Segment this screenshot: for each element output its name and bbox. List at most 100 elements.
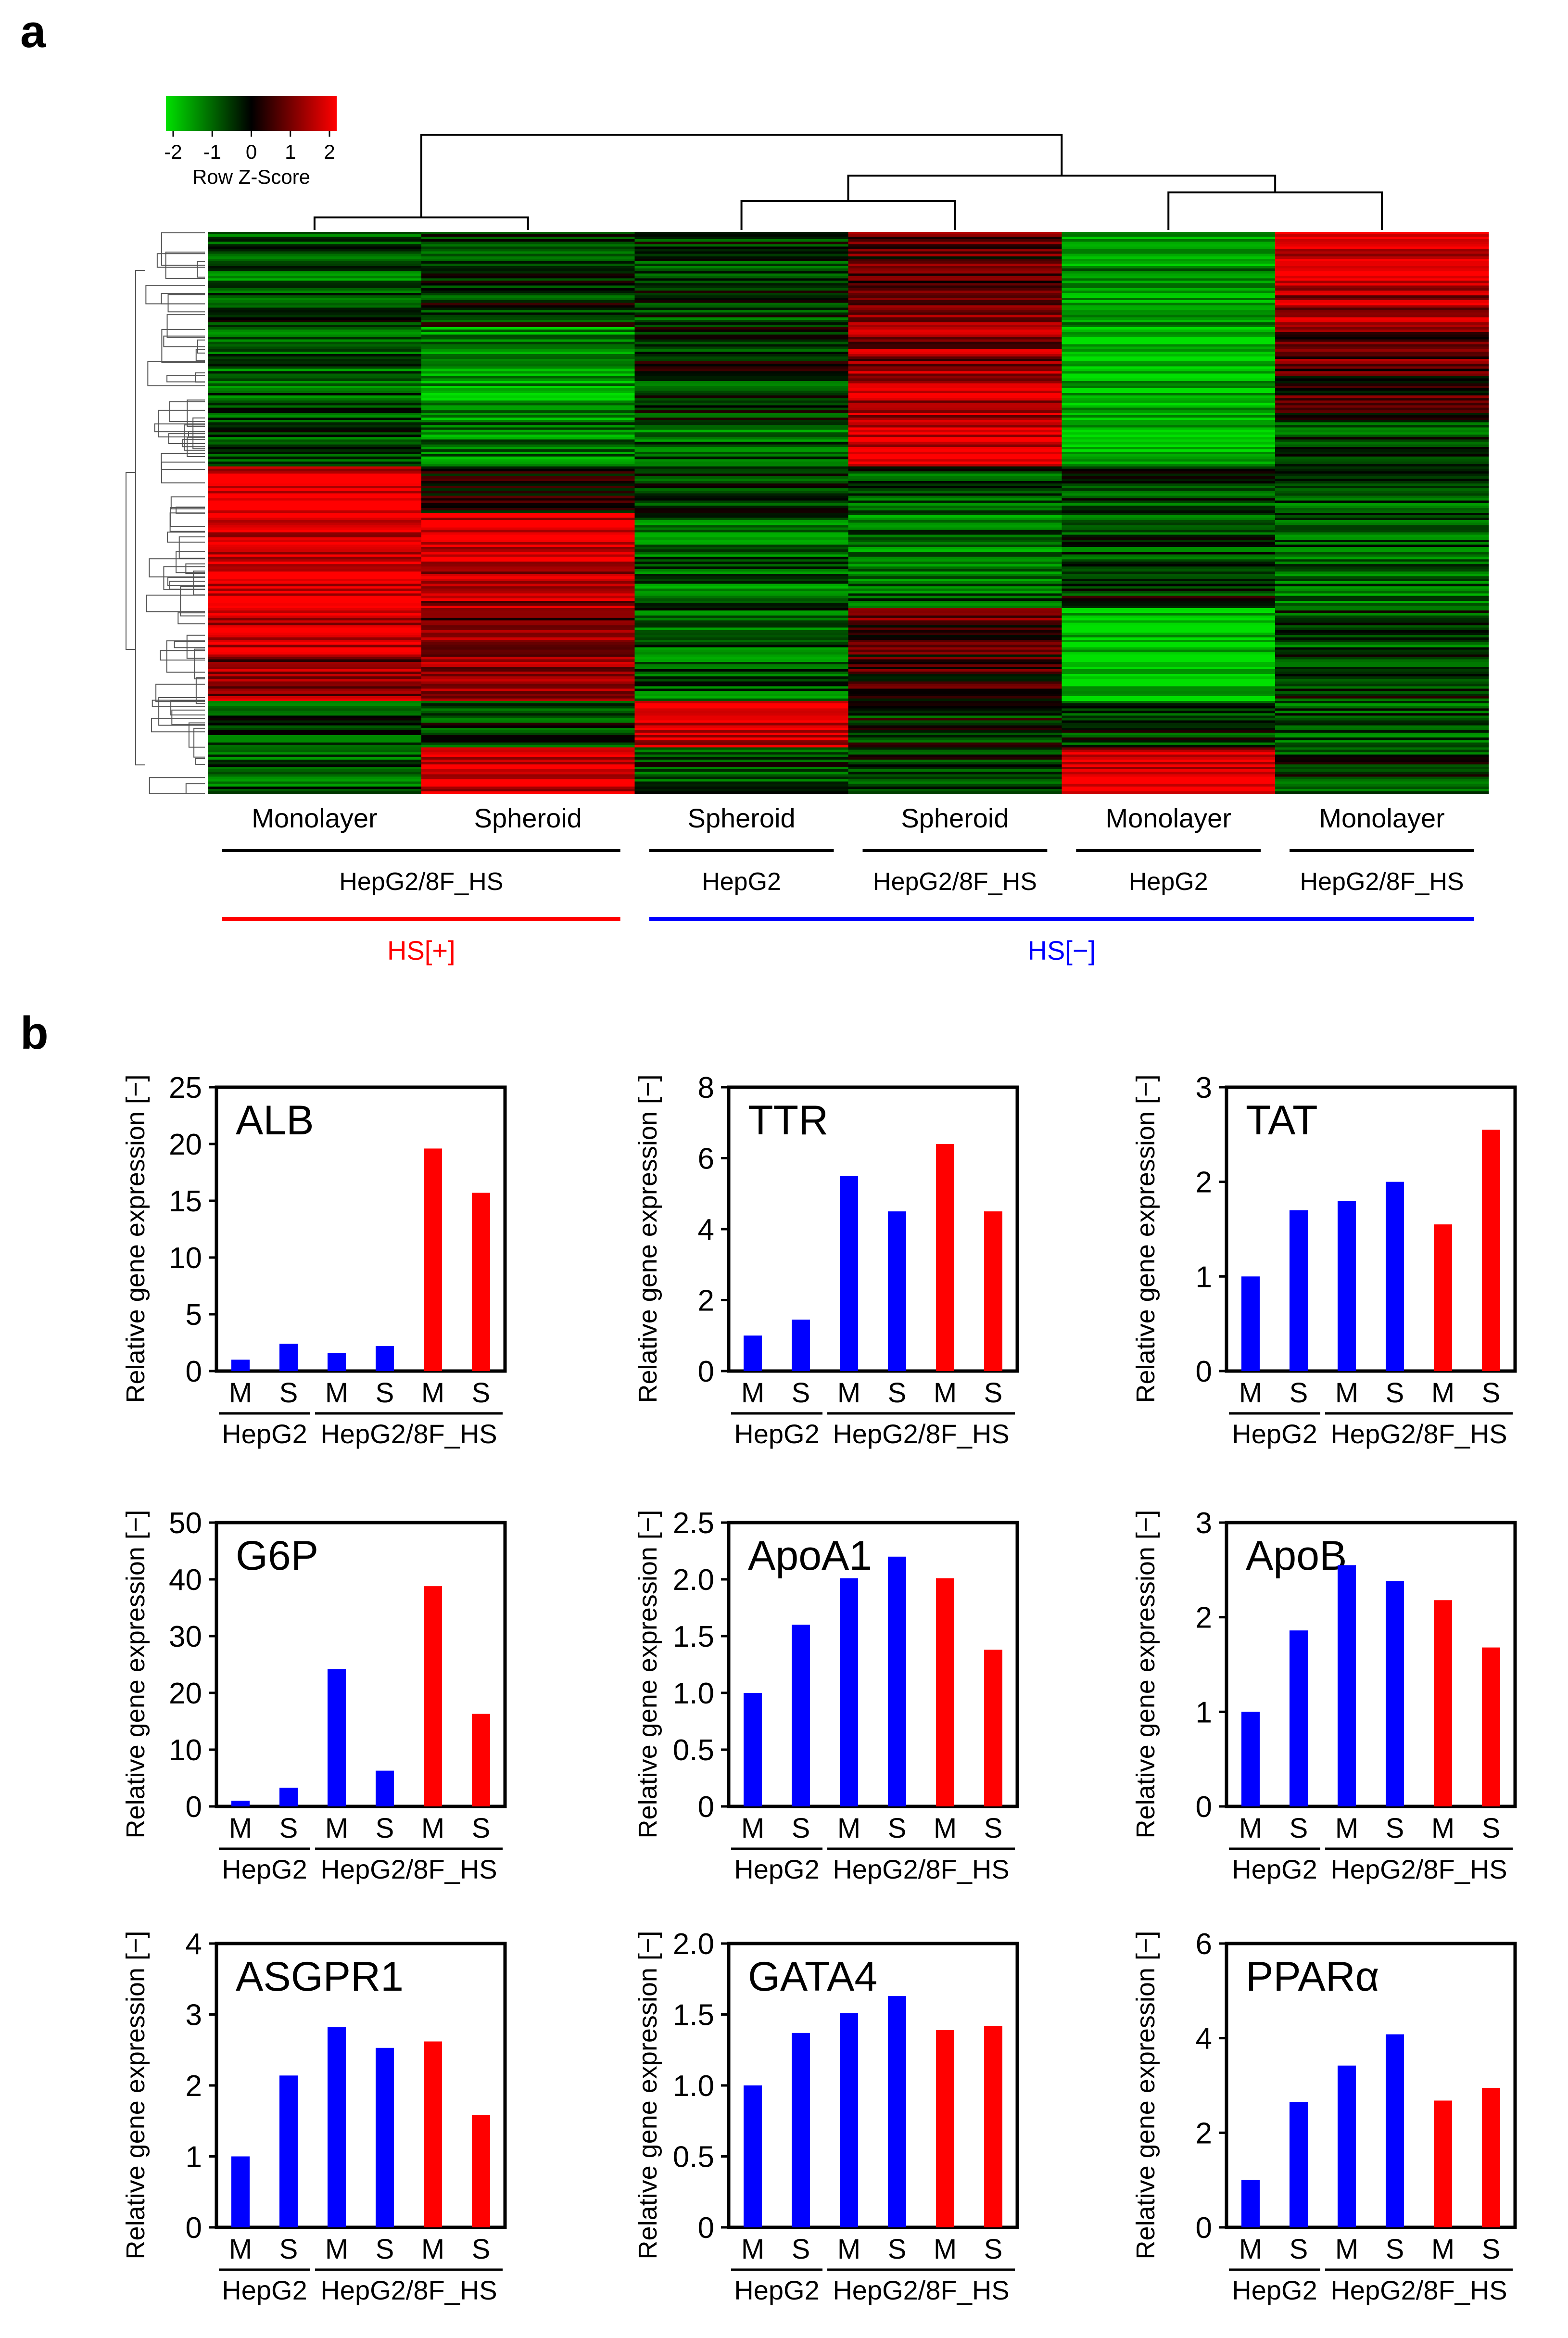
heatmap-cell xyxy=(848,781,1062,785)
heatmap-cell xyxy=(1275,481,1489,484)
heatmap-cell xyxy=(208,417,422,420)
x-tick-label: S xyxy=(279,2234,298,2265)
heatmap-cell xyxy=(848,264,1062,267)
heatmap-cell xyxy=(634,280,849,284)
heatmap-cell xyxy=(1062,742,1276,746)
heatmap-cell xyxy=(634,430,849,433)
heatmap-cell xyxy=(1275,376,1489,379)
heatmap-cell xyxy=(848,561,1062,565)
chart-title: ApoA1 xyxy=(748,1533,872,1579)
x-tick-label: S xyxy=(472,2234,491,2265)
heatmap-cell xyxy=(848,256,1062,259)
heatmap-cell xyxy=(848,391,1062,394)
heatmap-cell xyxy=(1062,412,1276,416)
heatmap-cell xyxy=(1275,764,1489,767)
bar-S-6 xyxy=(472,1193,490,1371)
heatmap-cell xyxy=(421,288,635,291)
heatmap-cell xyxy=(208,288,422,291)
heatmap-cell xyxy=(208,681,422,685)
heatmap-cell xyxy=(634,571,849,574)
heatmap-cell xyxy=(1062,310,1276,313)
heatmap-cell xyxy=(848,246,1062,250)
heatmap-cell xyxy=(634,407,849,411)
heatmap-cell xyxy=(1062,576,1276,579)
heatmap-cell xyxy=(1275,400,1489,404)
cell-line-label: HepG2 xyxy=(1129,868,1208,896)
x-tick-label: M xyxy=(1431,1813,1454,1844)
heatmap-cell xyxy=(421,534,635,538)
heatmap-cell xyxy=(208,561,422,565)
heatmap-cell xyxy=(1062,674,1276,677)
bar-M-1 xyxy=(231,2156,250,2227)
heatmap-cell xyxy=(848,403,1062,406)
heatmap-cell xyxy=(634,684,849,687)
heatmap-cell xyxy=(208,283,422,286)
heatmap-cell xyxy=(208,361,422,364)
heatmap-cell xyxy=(421,557,635,560)
heatmap-cell xyxy=(1275,552,1489,555)
heatmap-cell xyxy=(848,730,1062,733)
heatmap-cell xyxy=(1062,464,1276,467)
heatmap-cell xyxy=(208,672,422,674)
heatmap-cell xyxy=(1062,610,1276,613)
heatmap-cell xyxy=(1275,478,1489,482)
heatmap-cell xyxy=(848,376,1062,379)
heatmap-cell xyxy=(1275,417,1489,420)
heatmap-cell xyxy=(421,784,635,787)
heatmap-cell xyxy=(634,246,849,250)
y-tick-label: 1 xyxy=(1196,1260,1212,1294)
heatmap-cell xyxy=(848,383,1062,386)
heatmap-cell xyxy=(848,723,1062,726)
heatmap-cell xyxy=(421,280,635,284)
heatmap-cell xyxy=(421,444,635,447)
heatmap-cell xyxy=(1275,500,1489,504)
heatmap-cell xyxy=(1275,264,1489,267)
heatmap-cell xyxy=(1275,781,1489,785)
heatmap-cell xyxy=(421,764,635,767)
heatmap-cell xyxy=(421,598,635,601)
x-tick-label: M xyxy=(1239,2234,1262,2265)
heatmap-cell xyxy=(208,652,422,655)
heatmap-cell xyxy=(634,444,849,447)
heatmap-cell xyxy=(848,339,1062,343)
heatmap-cell xyxy=(208,393,422,396)
heatmap-cell xyxy=(1275,730,1489,733)
heatmap-cell xyxy=(848,461,1062,465)
heatmap-cell xyxy=(1062,701,1276,704)
dendrogram-branch xyxy=(188,431,205,438)
heatmap-cell xyxy=(208,420,422,423)
bar-S-2 xyxy=(279,2075,298,2227)
heatmap-cell xyxy=(634,491,849,494)
heatmap-cell xyxy=(1062,508,1276,511)
heatmap-cell xyxy=(208,767,422,770)
heatmap-cell xyxy=(208,415,422,418)
bar-S-4 xyxy=(376,1770,394,1806)
heatmap-cell xyxy=(848,706,1062,709)
heatmap-cell xyxy=(848,346,1062,350)
heatmap-cell xyxy=(634,452,849,455)
heatmap-cell xyxy=(634,737,849,740)
heatmap-cell xyxy=(421,385,635,389)
heatmap-cell xyxy=(1275,681,1489,685)
heatmap-cell xyxy=(848,356,1062,359)
heatmap-cell xyxy=(634,764,849,767)
heatmap-cell xyxy=(848,271,1062,274)
heatmap-cell xyxy=(421,305,635,308)
dendrogram-branch xyxy=(181,439,205,447)
heatmap-cell xyxy=(208,449,422,452)
heatmap-cell xyxy=(1275,300,1489,303)
heatmap-cell xyxy=(421,527,635,531)
heatmap-cell xyxy=(848,342,1062,345)
heatmap-cell xyxy=(848,481,1062,484)
heatmap-cell xyxy=(848,349,1062,352)
y-tick-label: 0 xyxy=(698,1355,714,1388)
heatmap-cell xyxy=(1275,292,1489,296)
heatmap-cell xyxy=(848,693,1062,697)
y-axis-label: Relative gene expression [−] xyxy=(633,1510,662,1839)
heatmap-cell xyxy=(634,542,849,545)
dendrogram-branch xyxy=(187,399,205,427)
y-tick-label: 4 xyxy=(698,1213,714,1246)
heatmap-cell xyxy=(848,745,1062,748)
heatmap-cell xyxy=(1275,290,1489,293)
